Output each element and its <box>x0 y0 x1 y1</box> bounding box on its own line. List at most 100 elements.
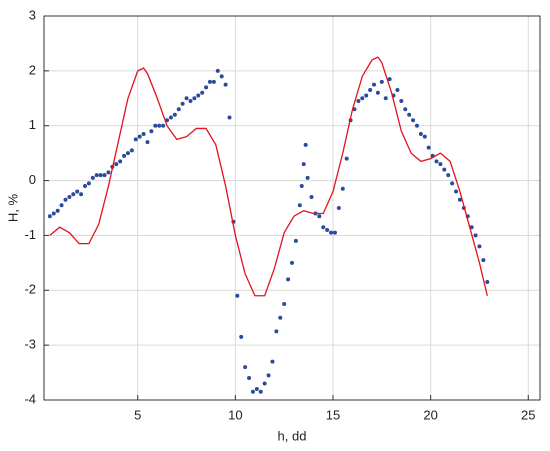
point <box>299 184 304 189</box>
point <box>125 151 130 156</box>
point <box>254 387 259 392</box>
point <box>204 85 209 90</box>
point <box>477 244 482 249</box>
point <box>258 389 263 394</box>
point <box>309 195 314 200</box>
y-tick-label: 1 <box>29 117 36 132</box>
x-tick-label: 10 <box>228 407 242 422</box>
y-axis-label: H, % <box>5 193 20 222</box>
point <box>247 376 252 381</box>
point <box>118 159 123 164</box>
point <box>122 153 127 158</box>
point <box>403 107 408 112</box>
point <box>375 90 380 95</box>
point <box>422 134 427 139</box>
point <box>344 156 349 161</box>
point <box>219 74 224 79</box>
point <box>145 140 150 145</box>
point <box>332 230 337 235</box>
point <box>94 173 99 178</box>
point <box>340 186 345 191</box>
point <box>141 131 146 136</box>
point <box>51 211 56 216</box>
point <box>215 68 220 73</box>
point <box>157 123 162 128</box>
point <box>211 79 216 84</box>
point <box>262 381 267 386</box>
y-tick-label: 3 <box>29 7 36 22</box>
point <box>200 90 205 95</box>
point <box>106 170 111 175</box>
point <box>372 82 377 87</box>
point <box>426 145 431 150</box>
point <box>243 365 248 370</box>
point <box>149 129 154 134</box>
point <box>457 197 462 202</box>
point <box>290 260 294 265</box>
point <box>86 181 91 186</box>
x-tick-label: 25 <box>521 407 535 422</box>
point <box>188 99 193 104</box>
line <box>49 56 488 297</box>
point <box>418 131 423 136</box>
point <box>71 192 76 197</box>
point <box>153 123 158 128</box>
point <box>360 96 365 101</box>
point <box>90 175 95 180</box>
point <box>297 203 302 208</box>
point <box>133 137 138 142</box>
point <box>79 192 84 197</box>
x-tick-label: 15 <box>326 407 340 422</box>
point <box>168 115 173 120</box>
point <box>325 227 330 232</box>
point <box>274 329 279 334</box>
point <box>192 96 197 101</box>
plot-frame <box>43 15 541 401</box>
y-tick-label: 2 <box>29 62 36 77</box>
point <box>227 115 232 120</box>
point <box>438 162 443 167</box>
point <box>321 225 326 230</box>
point <box>250 389 255 394</box>
point <box>114 162 119 167</box>
point <box>399 99 404 104</box>
point <box>411 118 416 123</box>
point <box>63 197 68 202</box>
point <box>336 206 341 210</box>
point <box>207 79 212 84</box>
y-tick-label: -1 <box>24 227 36 242</box>
point <box>485 280 490 285</box>
point <box>434 159 439 164</box>
point <box>266 373 271 378</box>
x-tick-label: 5 <box>134 407 141 422</box>
y-tick-label: -3 <box>24 337 36 352</box>
point <box>223 82 228 87</box>
point <box>270 359 275 364</box>
point <box>305 175 310 180</box>
point <box>180 101 185 106</box>
point <box>161 123 166 128</box>
point <box>469 225 474 230</box>
point <box>317 214 322 219</box>
point <box>356 99 361 104</box>
point <box>184 96 189 101</box>
point <box>379 79 384 84</box>
point <box>196 93 201 98</box>
point <box>301 162 306 167</box>
point <box>368 88 373 93</box>
point <box>446 173 451 178</box>
point <box>387 77 392 82</box>
point <box>67 195 72 200</box>
point <box>395 88 400 93</box>
point <box>137 134 142 139</box>
point <box>172 112 177 117</box>
point <box>278 315 283 320</box>
point <box>293 238 298 243</box>
point <box>442 167 447 172</box>
point <box>282 302 287 306</box>
point <box>473 233 478 238</box>
point <box>407 112 412 117</box>
point <box>329 230 334 235</box>
y-tick-label: -4 <box>24 391 36 406</box>
